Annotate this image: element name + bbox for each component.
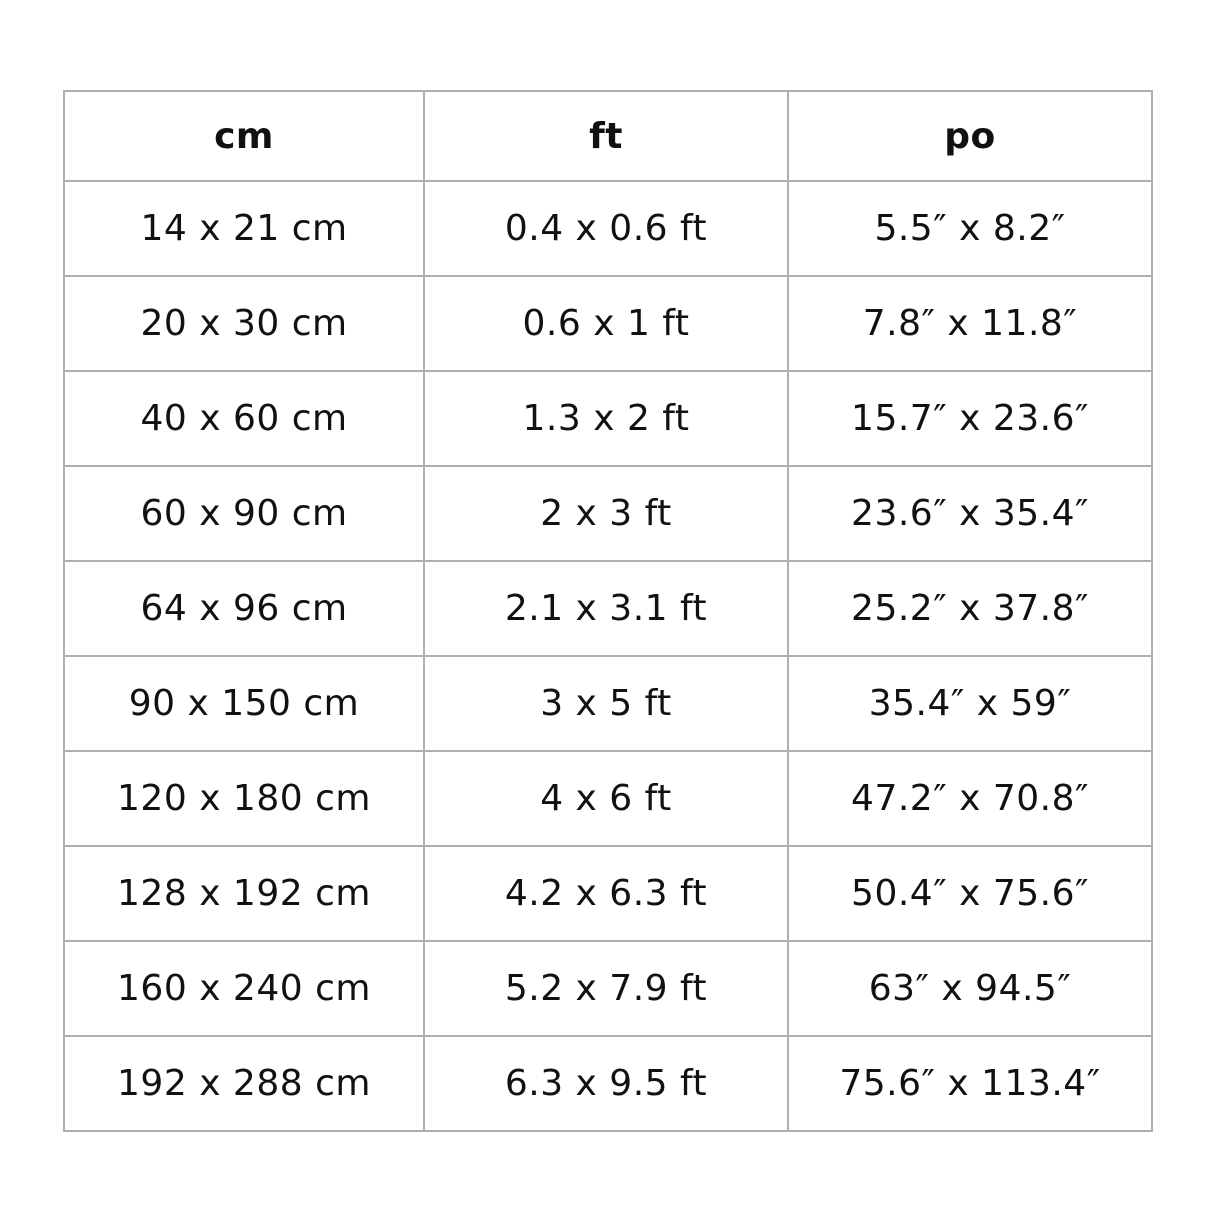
cell-po: 50.4″ x 75.6″ — [787, 845, 1153, 942]
cell-ft: 4 x 6 ft — [423, 750, 789, 847]
table-row: 192 x 288 cm 6.3 x 9.5 ft 75.6″ x 113.4″ — [63, 1035, 1153, 1132]
cell-po: 5.5″ x 8.2″ — [787, 180, 1153, 277]
table-row: 160 x 240 cm 5.2 x 7.9 ft 63″ x 94.5″ — [63, 940, 1153, 1037]
cell-ft: 0.4 x 0.6 ft — [423, 180, 789, 277]
header-ft: ft — [423, 90, 789, 182]
cell-ft: 2.1 x 3.1 ft — [423, 560, 789, 657]
table-row: 40 x 60 cm 1.3 x 2 ft 15.7″ x 23.6″ — [63, 370, 1153, 467]
table-row: 120 x 180 cm 4 x 6 ft 47.2″ x 70.8″ — [63, 750, 1153, 847]
header-row: cm ft po — [63, 90, 1153, 182]
cell-po: 35.4″ x 59″ — [787, 655, 1153, 752]
cell-po: 15.7″ x 23.6″ — [787, 370, 1153, 467]
table-row: 14 x 21 cm 0.4 x 0.6 ft 5.5″ x 8.2″ — [63, 180, 1153, 277]
cell-ft: 2 x 3 ft — [423, 465, 789, 562]
cell-po: 23.6″ x 35.4″ — [787, 465, 1153, 562]
cell-ft: 5.2 x 7.9 ft — [423, 940, 789, 1037]
table-row: 64 x 96 cm 2.1 x 3.1 ft 25.2″ x 37.8″ — [63, 560, 1153, 657]
table-row: 90 x 150 cm 3 x 5 ft 35.4″ x 59″ — [63, 655, 1153, 752]
header-cm: cm — [63, 90, 425, 182]
cell-cm: 14 x 21 cm — [63, 180, 425, 277]
cell-po: 47.2″ x 70.8″ — [787, 750, 1153, 847]
table-row: 20 x 30 cm 0.6 x 1 ft 7.8″ x 11.8″ — [63, 275, 1153, 372]
cell-cm: 20 x 30 cm — [63, 275, 425, 372]
cell-cm: 128 x 192 cm — [63, 845, 425, 942]
cell-po: 75.6″ x 113.4″ — [787, 1035, 1153, 1132]
cell-po: 25.2″ x 37.8″ — [787, 560, 1153, 657]
table-row: 128 x 192 cm 4.2 x 6.3 ft 50.4″ x 75.6″ — [63, 845, 1153, 942]
cell-cm: 60 x 90 cm — [63, 465, 425, 562]
table-row: 60 x 90 cm 2 x 3 ft 23.6″ x 35.4″ — [63, 465, 1153, 562]
cell-cm: 40 x 60 cm — [63, 370, 425, 467]
size-conversion-table: cm ft po 14 x 21 cm 0.4 x 0.6 ft 5.5″ x 8.… — [63, 90, 1153, 1132]
cell-po: 63″ x 94.5″ — [787, 940, 1153, 1037]
cell-ft: 0.6 x 1 ft — [423, 275, 789, 372]
cell-ft: 3 x 5 ft — [423, 655, 789, 752]
cell-ft: 6.3 x 9.5 ft — [423, 1035, 789, 1132]
cell-cm: 90 x 150 cm — [63, 655, 425, 752]
cell-ft: 4.2 x 6.3 ft — [423, 845, 789, 942]
cell-cm: 192 x 288 cm — [63, 1035, 425, 1132]
cell-po: 7.8″ x 11.8″ — [787, 275, 1153, 372]
cell-cm: 64 x 96 cm — [63, 560, 425, 657]
cell-ft: 1.3 x 2 ft — [423, 370, 789, 467]
header-po: po — [787, 90, 1153, 182]
cell-cm: 120 x 180 cm — [63, 750, 425, 847]
cell-cm: 160 x 240 cm — [63, 940, 425, 1037]
